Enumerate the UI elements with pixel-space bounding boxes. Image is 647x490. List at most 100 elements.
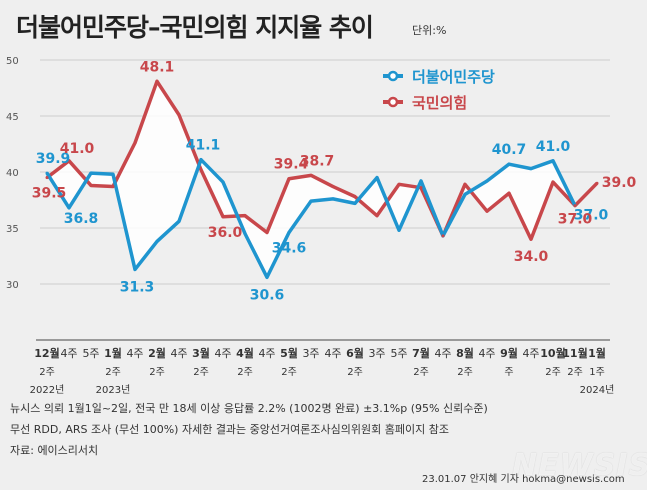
data-label-democratic: 36.8 <box>64 211 99 227</box>
newsis-logo: NEWSIS <box>512 448 647 483</box>
data-point-democratic <box>67 206 71 210</box>
x-tick-label: 2주 <box>545 367 561 378</box>
data-point-ppp <box>133 141 137 145</box>
data-point-democratic <box>89 171 93 175</box>
data-point-democratic <box>419 179 423 183</box>
x-tick-label: 1주 <box>589 367 605 378</box>
x-tick-label: 2주 <box>149 367 165 378</box>
x-tick-label: 3주 <box>368 347 385 360</box>
data-point-democratic <box>155 239 159 243</box>
data-point-ppp <box>353 195 357 199</box>
data-point-ppp <box>243 214 247 218</box>
x-tick-label: 12월 <box>34 346 59 360</box>
y-tick-label: 40 <box>6 168 19 179</box>
data-point-democratic <box>485 179 489 183</box>
x-tick-label: 11월 <box>562 346 587 360</box>
x-tick-label: 2주 <box>39 367 55 378</box>
x-tick-label: 2023년 <box>96 384 131 396</box>
data-point-ppp <box>529 237 533 241</box>
x-tick-label: 4월 <box>236 346 254 360</box>
x-tick-label: 2주 <box>413 367 429 378</box>
y-tick-label: 35 <box>6 224 19 235</box>
data-point-democratic <box>265 275 269 279</box>
x-tick-label: 7월 <box>412 346 430 360</box>
data-point-democratic <box>221 180 225 184</box>
data-point-ppp <box>375 214 379 218</box>
data-label-democratic: 40.7 <box>492 142 527 158</box>
data-point-democratic <box>529 167 533 171</box>
y-tick-label: 45 <box>6 112 19 123</box>
data-point-ppp <box>573 204 577 208</box>
method-note: 무선 RDD, ARS 조사 (무선 100%) 자세한 결과는 중앙선거여론조… <box>10 423 449 436</box>
data-point-ppp <box>595 181 599 185</box>
x-tick-label: 9월 <box>500 346 518 360</box>
data-point-democratic <box>375 176 379 180</box>
x-tick-label: 4주 <box>126 347 143 360</box>
x-tick-label: 2주 <box>457 367 473 378</box>
y-tick-label: 50 <box>6 56 19 67</box>
data-point-democratic <box>111 172 115 176</box>
x-tick-label: 5월 <box>280 346 298 360</box>
data-point-ppp <box>221 215 225 219</box>
page-title: 더불어민주당–국민의힘 지지율 추이 <box>16 13 374 42</box>
x-tick-label: 4주 <box>258 347 275 360</box>
data-point-democratic <box>133 267 137 271</box>
data-label-ppp: 39.5 <box>32 186 67 202</box>
data-point-democratic <box>551 159 555 163</box>
data-point-democratic <box>463 192 467 196</box>
data-label-ppp: 48.1 <box>140 59 175 75</box>
data-point-ppp <box>331 185 335 189</box>
x-tick-label: 2주 <box>347 367 363 378</box>
x-tick-label: 4주 <box>170 347 187 360</box>
legend-label: 국민의힘 <box>412 94 467 112</box>
x-tick-label: 3월 <box>192 346 210 360</box>
x-tick-label: 2주 <box>567 367 583 378</box>
x-tick-label: 2주 <box>105 367 121 378</box>
data-point-ppp <box>45 176 49 180</box>
data-label-ppp: 39.0 <box>602 175 637 191</box>
data-label-democratic: 41.0 <box>536 139 571 155</box>
data-point-democratic <box>243 232 247 236</box>
x-tick-label: 3주 <box>302 347 319 360</box>
byline: 23.01.07 안지혜 기자 hokma@newsis.com <box>422 474 625 485</box>
x-tick-label: 2022년 <box>30 384 65 396</box>
x-tick-label: 2주 <box>237 367 253 378</box>
x-tick-label: 4주 <box>478 347 495 360</box>
data-point-ppp <box>265 230 269 234</box>
data-label-ppp: 34.0 <box>514 249 549 265</box>
data-point-ppp <box>67 159 71 163</box>
data-label-democratic: 41.1 <box>186 138 221 154</box>
x-tick-label: 1월 <box>588 346 606 360</box>
data-point-democratic <box>177 219 181 223</box>
data-point-ppp <box>397 182 401 186</box>
data-label-ppp: 36.0 <box>208 225 243 241</box>
data-label-democratic: 37.0 <box>574 208 609 224</box>
data-label-ppp: 38.7 <box>300 153 335 169</box>
footer-notes: 뉴시스 의뢰 1월1일~2일, 전국 만 18세 이상 응답률 2.2% (10… <box>10 398 630 461</box>
data-point-democratic <box>287 230 291 234</box>
data-label-democratic: 34.6 <box>272 240 307 256</box>
data-label-democratic: 39.9 <box>36 151 71 167</box>
data-point-ppp <box>155 79 159 83</box>
legend-label: 더불어민주당 <box>412 68 495 86</box>
x-tick-label: 4주 <box>434 347 451 360</box>
data-point-ppp <box>507 191 511 195</box>
x-tick-label: 5주 <box>390 347 407 360</box>
x-tick-label: 주 <box>504 367 513 378</box>
survey-note: 뉴시스 의뢰 1월1일~2일, 전국 만 18세 이상 응답률 2.2% (10… <box>10 402 488 415</box>
data-point-ppp <box>309 173 313 177</box>
data-label-ppp: 41.0 <box>60 141 95 157</box>
data-point-ppp <box>111 185 115 189</box>
data-point-ppp <box>199 168 203 172</box>
data-point-ppp <box>441 234 445 238</box>
data-label-ppp: 37.0 <box>558 212 593 228</box>
data-label-democratic: 31.3 <box>120 279 155 295</box>
data-label-democratic: 30.6 <box>250 287 285 303</box>
data-point-democratic <box>507 162 511 166</box>
x-tick-label: 4주 <box>522 347 539 360</box>
data-point-ppp <box>287 177 291 181</box>
x-tick-label: 2024년 <box>580 384 615 396</box>
x-tick-label: 10월 <box>540 346 565 360</box>
data-point-democratic <box>309 199 313 203</box>
